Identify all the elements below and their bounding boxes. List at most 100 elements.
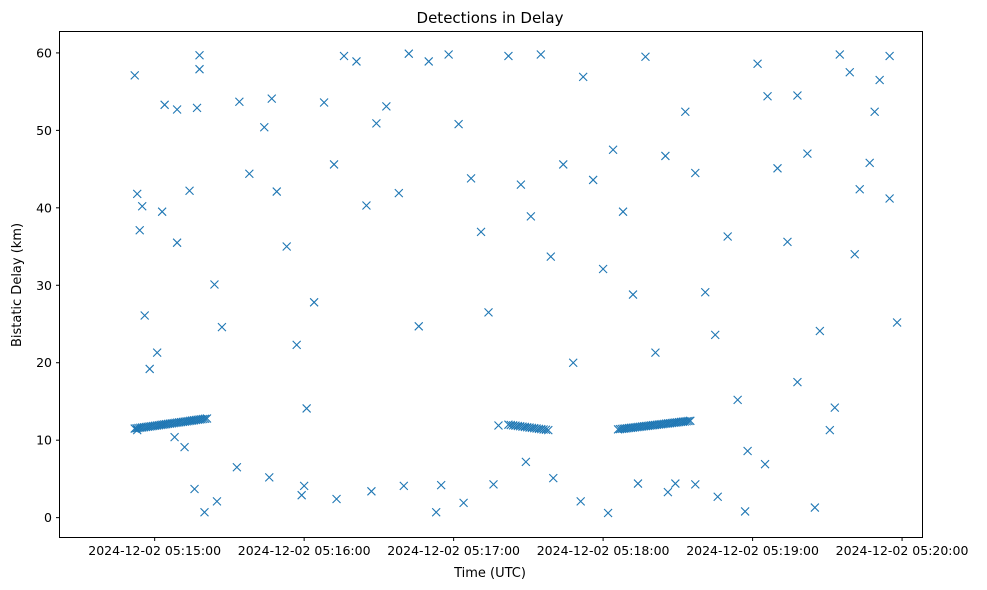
data-point <box>202 414 212 423</box>
data-point <box>200 507 209 517</box>
data-point <box>892 318 902 327</box>
data-point <box>628 290 638 299</box>
data-point <box>459 498 468 508</box>
data-point <box>157 207 167 217</box>
data-point <box>404 49 414 59</box>
data-point <box>845 67 855 77</box>
data-point <box>329 160 339 169</box>
data-point <box>793 91 802 100</box>
data-point <box>723 232 733 241</box>
data-point <box>444 50 454 59</box>
data-point <box>603 508 613 518</box>
data-point <box>244 169 254 179</box>
data-point <box>217 322 227 332</box>
data-point <box>536 50 546 59</box>
data-point <box>282 242 292 251</box>
data-point <box>684 416 693 426</box>
data-point <box>198 414 208 424</box>
data-point <box>793 377 802 387</box>
chart-title: Detections in Delay <box>417 9 564 27</box>
data-point <box>740 507 750 516</box>
y-axis-label: Bistatic Delay (km) <box>10 223 25 347</box>
data-point <box>431 507 441 517</box>
y-tick-label: 30 <box>36 278 52 293</box>
y-tick-label: 60 <box>36 45 52 60</box>
data-point <box>185 186 194 196</box>
data-point <box>172 238 182 248</box>
data-point <box>319 98 329 107</box>
data-point <box>803 149 812 158</box>
data-point <box>302 404 312 413</box>
data-point <box>641 52 650 62</box>
data-point <box>466 173 476 183</box>
data-point <box>815 326 825 336</box>
data-point <box>234 97 244 107</box>
data-point <box>773 163 782 173</box>
data-point <box>195 50 204 60</box>
data-point <box>399 481 409 491</box>
data-point <box>521 457 531 467</box>
data-point <box>332 494 341 504</box>
data-point <box>548 473 558 483</box>
data-point <box>850 249 860 259</box>
data-point <box>680 107 690 117</box>
data-point <box>476 227 486 237</box>
data-point <box>685 416 695 426</box>
y-tick-label: 40 <box>36 200 52 215</box>
y-tick-label: 50 <box>36 123 52 138</box>
data-point <box>264 472 274 482</box>
data-point <box>870 107 880 117</box>
data-point <box>633 479 643 488</box>
data-point <box>160 100 170 110</box>
x-tick-label: 2024-12-02 05:20:00 <box>836 543 969 558</box>
data-point <box>454 119 464 129</box>
data-point <box>299 481 309 491</box>
data-point <box>835 50 845 59</box>
data-point <box>733 395 743 405</box>
data-point <box>753 59 762 69</box>
y-axis: 0 10 20 30 40 50 60 <box>36 45 60 525</box>
data-point <box>210 280 219 289</box>
x-axis: 2024-12-02 05:15:00 2024-12-02 05:16:00 20… <box>88 537 968 558</box>
data-point <box>558 160 568 169</box>
data-point <box>135 225 145 235</box>
x-tick-label: 2024-12-02 05:17:00 <box>387 543 520 558</box>
data-point <box>713 492 723 502</box>
data-point <box>259 122 269 132</box>
data-point <box>272 187 282 196</box>
data-point <box>651 348 660 358</box>
y-tick-label: 0 <box>44 510 52 525</box>
data-point <box>489 479 498 489</box>
data-point <box>339 51 349 61</box>
data-point <box>267 94 277 103</box>
data-point <box>618 207 628 217</box>
data-point <box>192 103 202 113</box>
data-point <box>710 330 720 340</box>
data-point <box>875 75 885 85</box>
data-point <box>352 57 361 66</box>
data-point <box>394 188 404 198</box>
data-point <box>309 297 319 307</box>
data-point <box>568 358 578 368</box>
data-point <box>763 91 772 101</box>
data-point <box>297 490 307 500</box>
x-axis-label: Time (UTC) <box>453 566 526 581</box>
data-point <box>414 321 424 331</box>
data-point <box>865 158 875 168</box>
data-point <box>546 252 556 262</box>
data-point <box>484 307 493 317</box>
data-point <box>516 180 526 189</box>
data-point <box>690 168 700 178</box>
data-point <box>292 340 302 350</box>
data-point <box>140 311 150 320</box>
y-tick-label: 20 <box>36 355 52 370</box>
data-point <box>670 479 680 488</box>
data-point <box>543 425 553 435</box>
data-point <box>588 175 598 185</box>
data-point <box>212 496 222 506</box>
data-point <box>367 486 376 496</box>
data-point <box>195 64 204 74</box>
data-point <box>145 364 155 374</box>
